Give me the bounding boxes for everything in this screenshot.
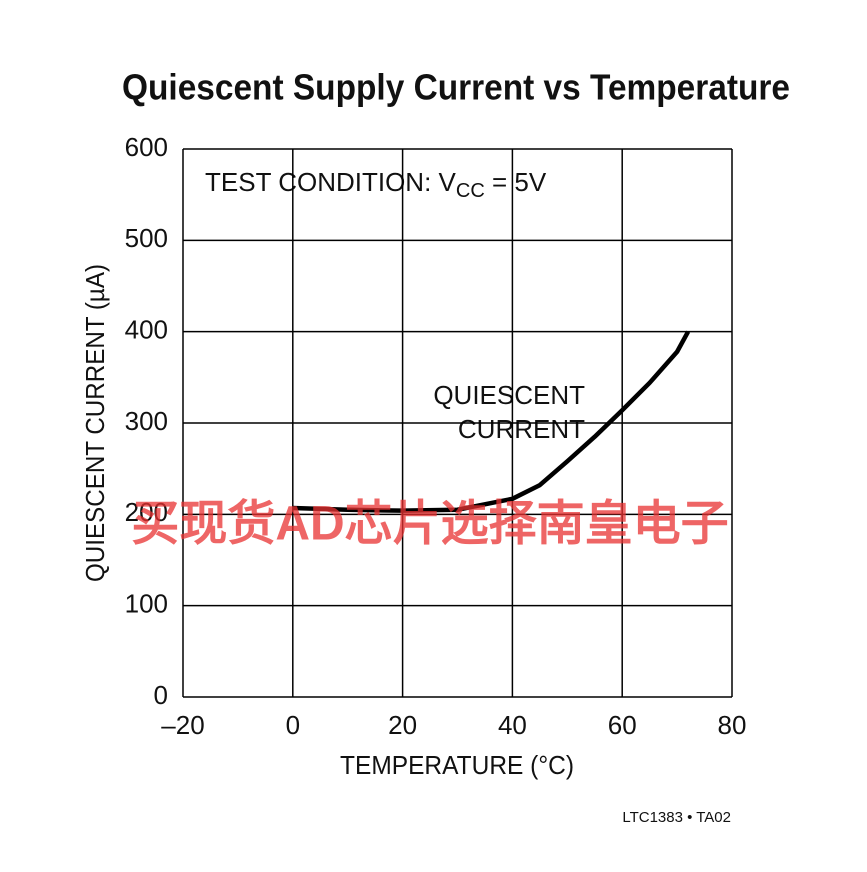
- annotation: TEST CONDITION: VCC = 5V: [205, 167, 547, 202]
- x-tick-label: –20: [161, 710, 204, 740]
- data-line: [292, 330, 691, 513]
- y-axis-title: QUIESCENT CURRENT (µA): [80, 264, 110, 582]
- chart-title: Quiescent Supply Current vs Temperature: [122, 67, 790, 108]
- x-tick-label: 20: [388, 710, 417, 740]
- y-tick-label: 0: [154, 680, 168, 710]
- y-tick-label: 100: [125, 589, 168, 619]
- annotation-text: = 5V: [485, 167, 547, 197]
- watermark: 买现货AD芯片选择南皇电子: [131, 498, 728, 551]
- y-tick-label: 300: [125, 406, 168, 436]
- y-tick-label: 400: [125, 315, 168, 345]
- x-tick-label: 60: [608, 710, 637, 740]
- annotation-text: TEST CONDITION: V: [205, 167, 457, 197]
- curve-label: CURRENT: [458, 414, 585, 444]
- y-tick-label: 200: [125, 497, 168, 527]
- x-axis-title: TEMPERATURE (°C): [340, 750, 574, 780]
- y-tick-label: 600: [125, 132, 168, 162]
- y-tick-label: 500: [125, 223, 168, 253]
- x-tick-label: 0: [286, 710, 300, 740]
- annotation-subscript: CC: [456, 180, 485, 202]
- x-tick-label: 80: [718, 710, 747, 740]
- label-background: [442, 382, 590, 444]
- x-tick-label: 40: [498, 710, 527, 740]
- curve-label: QUIESCENT: [433, 380, 585, 410]
- footer: LTC1383 • TA02: [622, 809, 731, 826]
